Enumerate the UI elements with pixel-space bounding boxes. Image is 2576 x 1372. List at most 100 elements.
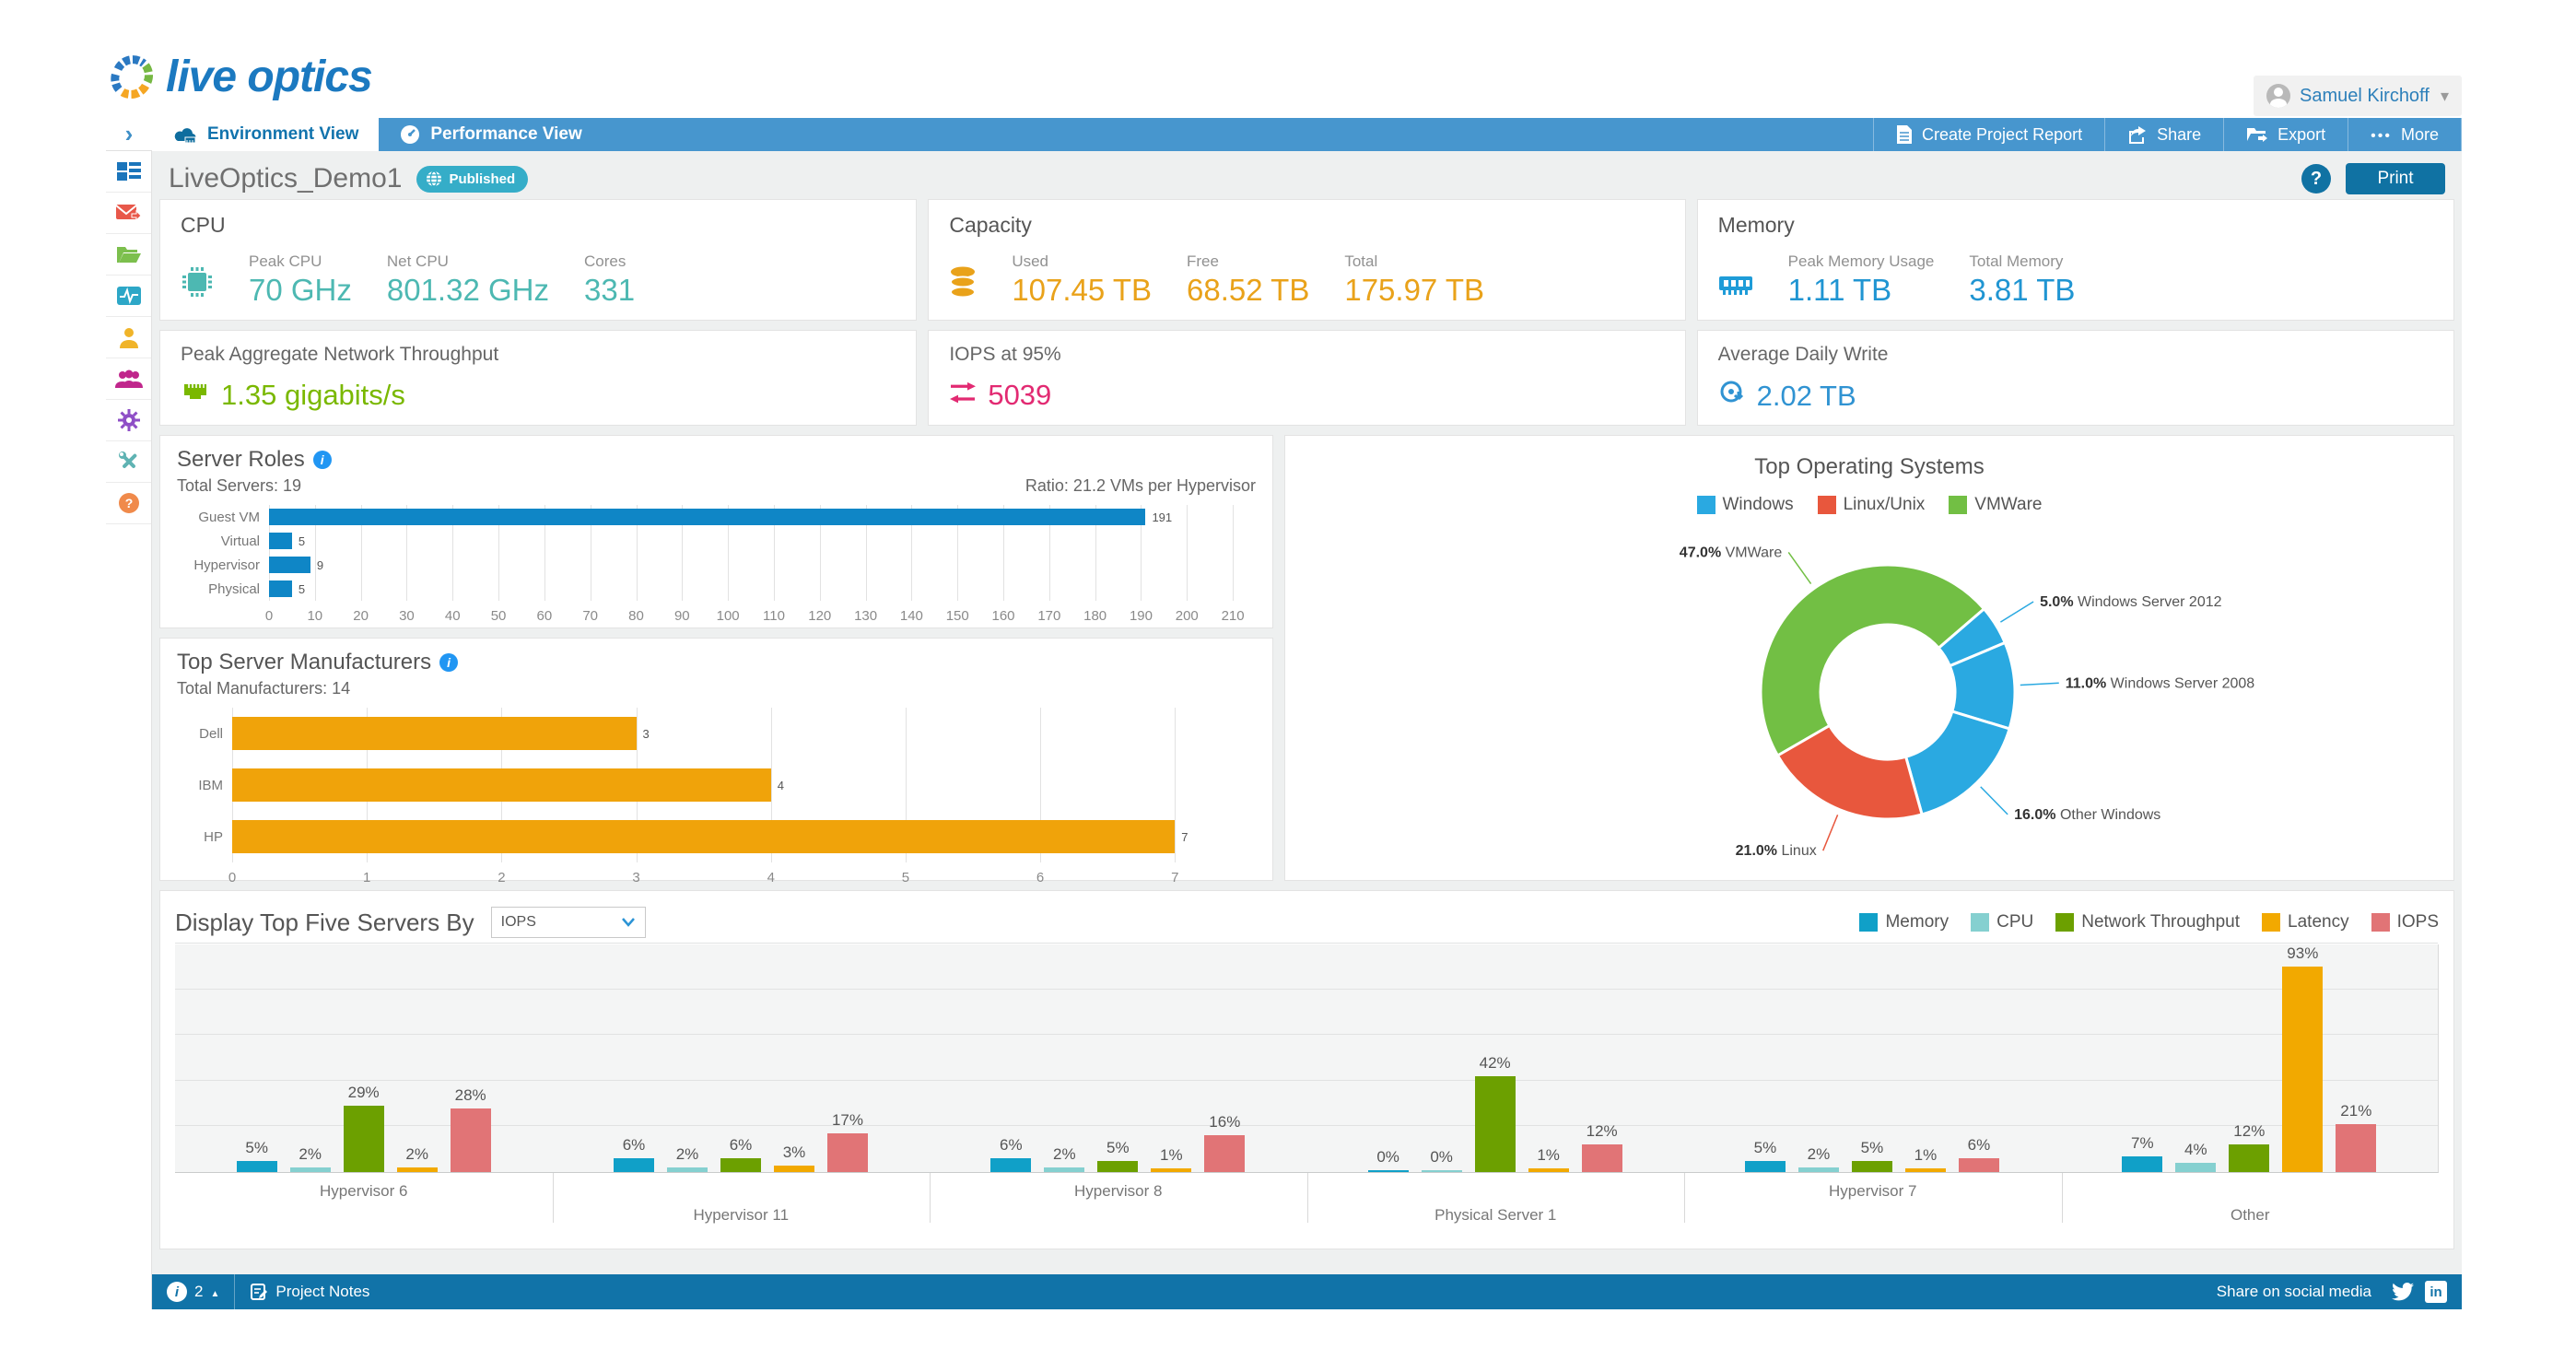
sidebar-item-help[interactable]: ? [106, 483, 151, 524]
axis-tick-label: 190 [1129, 608, 1153, 624]
tab-label: Performance View [430, 124, 582, 144]
create-project-report-button[interactable]: Create Project Report [1873, 118, 2104, 151]
axis-tick-label: 210 [1221, 608, 1245, 624]
hbar-plot: Dell 3 IBM 4 HP 7 [177, 708, 1256, 862]
ratio-label: Ratio: 21.2 VMs per Hypervisor [1025, 476, 1256, 495]
bar-value-label: 6% [1967, 1136, 1991, 1155]
metric-free: Free 68.52 TB [1187, 252, 1309, 308]
bar-wrap: 93% [2282, 944, 2324, 1172]
bar [1474, 1075, 1516, 1172]
share-button[interactable]: Share [2104, 118, 2223, 151]
bar [236, 1160, 277, 1172]
sidebar-item-team[interactable] [106, 358, 151, 400]
summary-cards-row-2: Peak Aggregate Network Throughput 1.35 g… [159, 330, 2454, 426]
donut-slice [1775, 723, 1924, 821]
bar [269, 580, 292, 597]
bar-value-label: 1% [1160, 1146, 1183, 1164]
bar [990, 1158, 1032, 1172]
help-button[interactable] [2301, 164, 2331, 193]
donut-slice [1759, 563, 1986, 758]
legend-item[interactable]: Windows [1696, 495, 1794, 515]
sidebar-collapse-button[interactable] [106, 118, 152, 151]
legend-item[interactable]: IOPS [2371, 912, 2439, 932]
info-icon [167, 1282, 187, 1302]
project-notes-button[interactable]: Project Notes [235, 1274, 384, 1309]
bar [450, 1108, 491, 1172]
axis-tick-label: 1 [363, 870, 371, 885]
legend-item[interactable]: VMWare [1949, 495, 2043, 515]
donut-slice-label: 16.0% Other Windows [2014, 807, 2160, 823]
export-button[interactable]: Export [2223, 118, 2348, 151]
legend-swatch [1817, 496, 1836, 514]
donut-slice-label: 11.0% Windows Server 2008 [2066, 675, 2255, 691]
published-badge: Published [416, 165, 529, 193]
metric-label: Peak Memory Usage [1787, 252, 1935, 270]
summary-cards-row-1: CPU Peak CPU 70 GHz [159, 199, 2454, 321]
sidebar-item-messages[interactable] [106, 193, 151, 234]
metric-value: 70 GHz [249, 273, 352, 307]
bar-wrap: 5% [236, 944, 277, 1172]
gridline [175, 988, 2438, 990]
sidebar-item-dashboard[interactable] [106, 151, 151, 193]
axis-tick-label: 80 [628, 608, 644, 624]
bar [289, 1167, 331, 1172]
bar-wrap: 2% [666, 944, 708, 1172]
bar-row: Virtual 5 [177, 529, 1256, 553]
bar-wrap: 5% [1744, 944, 1786, 1172]
axis-tick-label: 110 [762, 608, 785, 624]
project-title: LiveOptics_Demo1 [169, 163, 403, 193]
legend-item[interactable]: Latency [2262, 912, 2349, 932]
donut-slice-label: 21.0% Linux [1736, 843, 1817, 859]
legend-item[interactable]: Linux/Unix [1817, 495, 1925, 515]
user-name: Samuel Kirchoff [2300, 85, 2430, 106]
linkedin-button[interactable] [2419, 1274, 2462, 1309]
gridline [175, 1125, 2438, 1127]
top-servers-label: Display Top Five Servers By [175, 908, 474, 936]
info-icon[interactable] [439, 653, 459, 672]
user-menu[interactable]: Samuel Kirchoff [2254, 76, 2462, 116]
category-separator [1684, 1173, 1685, 1223]
axis-tick-label: 0 [264, 608, 274, 624]
bar-value-label: 16% [1209, 1113, 1241, 1132]
sidebar-item-performance[interactable] [106, 276, 151, 317]
legend-item[interactable]: Memory [1859, 912, 1949, 932]
legend-item[interactable]: Network Throughput [2055, 912, 2240, 932]
print-button[interactable]: Print [2346, 163, 2445, 194]
activity-monitor-icon [116, 287, 141, 305]
more-button[interactable]: More [2348, 118, 2462, 151]
bar-wrap: 6% [990, 944, 1032, 1172]
ram-icon [1718, 271, 1753, 303]
metric-label: Peak CPU [249, 252, 322, 270]
sidebar-item-settings[interactable] [106, 400, 151, 441]
mail-forward-icon [115, 205, 142, 222]
axis-tick-label: 10 [307, 608, 323, 624]
bar [269, 509, 1146, 525]
sidebar-item-files[interactable] [106, 234, 151, 276]
bar [613, 1158, 654, 1172]
bar [1744, 1160, 1786, 1172]
tab-environment-view[interactable]: Environment View [152, 118, 380, 151]
axis-tick-label: 200 [1175, 608, 1199, 624]
info-icon[interactable] [312, 451, 332, 469]
card-title: Memory [1717, 213, 1795, 237]
metric-total: Total 175.97 TB [1344, 252, 1484, 308]
metric-peak-memory: Peak Memory Usage 1.11 TB [1788, 252, 1935, 308]
metric-select[interactable]: IOPS [490, 907, 646, 938]
gear-icon [117, 409, 140, 431]
legend-item[interactable]: CPU [1971, 912, 2033, 932]
more-dots-icon [2371, 125, 2392, 145]
sidebar-item-profile[interactable] [106, 317, 151, 358]
tab-performance-view[interactable]: Performance View [379, 118, 602, 151]
legend-label: VMWare [1974, 495, 2043, 514]
sidebar-item-tools[interactable] [106, 441, 151, 483]
twitter-button[interactable] [2386, 1274, 2419, 1309]
bar [343, 1106, 384, 1172]
metric-label: Total Memory [1969, 252, 2064, 270]
category-separator [1306, 1173, 1308, 1223]
caret-up-icon [210, 1283, 219, 1301]
bar-value-label: 4 [777, 778, 784, 792]
bar [1958, 1158, 1999, 1172]
notifications-toggle[interactable]: 2 [152, 1274, 234, 1309]
axis-tick-label: 0 [228, 870, 237, 885]
network-throughput-card: Peak Aggregate Network Throughput 1.35 g… [159, 330, 918, 426]
